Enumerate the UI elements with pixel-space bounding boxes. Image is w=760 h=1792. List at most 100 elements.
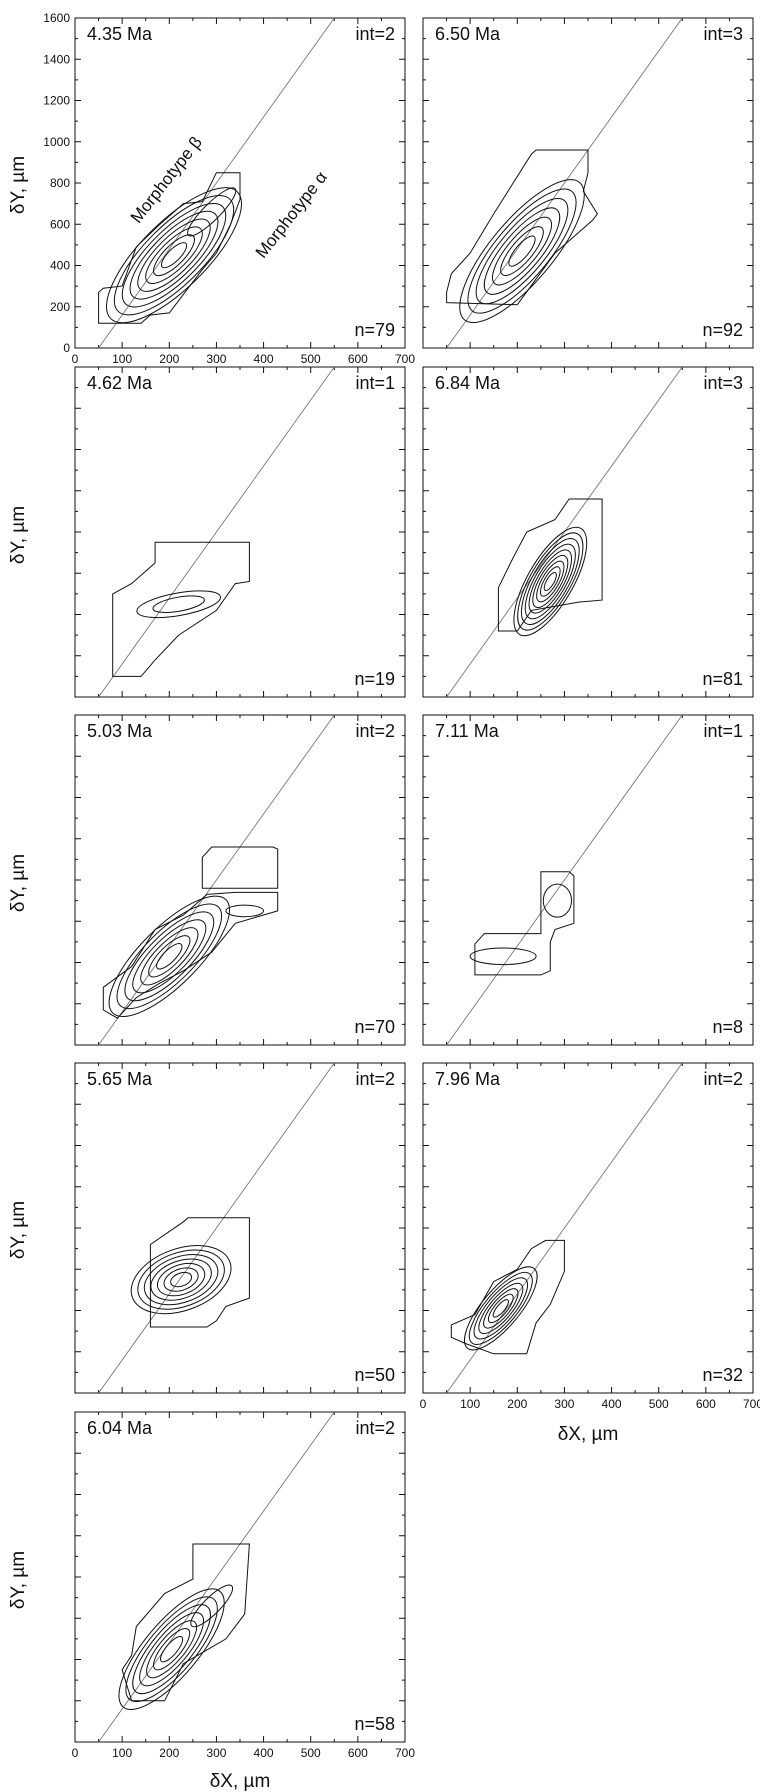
x-tick-label: 700 — [395, 1746, 415, 1760]
x-tick-label: 400 — [254, 352, 274, 366]
interval-label: int=2 — [355, 1418, 395, 1438]
density-contour — [500, 226, 544, 277]
outer-contour — [450, 1239, 565, 1355]
density-contour — [145, 226, 203, 284]
plot-frame — [422, 366, 754, 698]
density-contour — [148, 935, 191, 978]
panel-4-62-ma: 4.62 Ma int=1 n=19 — [74, 366, 406, 698]
outer-contour — [112, 541, 250, 677]
plot-body — [98, 1063, 335, 1393]
outer-contour — [474, 871, 575, 976]
outer-contour — [149, 1217, 250, 1328]
plot-body — [446, 715, 683, 1045]
reference-line — [98, 367, 335, 697]
density-contour — [483, 207, 561, 295]
density-contour — [140, 927, 199, 986]
density-contour — [160, 242, 188, 269]
x-tick-label: 100 — [112, 1746, 132, 1760]
density-contour — [137, 1249, 225, 1310]
sample-size-label: n=50 — [354, 1365, 395, 1385]
density-contour — [483, 1288, 519, 1329]
y-axis-title: δY, µm — [8, 854, 29, 912]
density-contour — [137, 218, 211, 292]
density-contour — [170, 1271, 193, 1288]
x-tick-label: 600 — [348, 1746, 368, 1760]
x-tick-label: 600 — [348, 352, 368, 366]
age-label: 7.11 Ma — [435, 721, 500, 741]
y-tick-label: 1400 — [43, 52, 70, 66]
plot-frame — [422, 17, 754, 349]
density-contour — [160, 1635, 184, 1663]
reference-line — [98, 715, 335, 1045]
interval-label: int=2 — [355, 24, 395, 44]
annotation-morphotype-beta: Morphotype β — [127, 133, 206, 227]
x-tick-label: 500 — [301, 1746, 321, 1760]
density-contour — [528, 549, 572, 614]
density-contour — [156, 1262, 206, 1297]
panel-6-84-ma: 6.84 Ma int=3 n=81 — [422, 366, 754, 698]
y-tick-label: 1000 — [43, 135, 70, 149]
y-tick-label: 800 — [50, 176, 70, 190]
density-contour — [118, 1588, 225, 1710]
density-contour — [478, 1282, 524, 1335]
reference-line — [98, 1063, 335, 1393]
density-contour — [467, 188, 577, 314]
density-contour — [113, 195, 235, 316]
x-tick-label: 400 — [602, 1397, 622, 1411]
x-tick-label: 700 — [395, 352, 415, 366]
density-contour — [464, 1266, 538, 1351]
x-tick-label: 500 — [301, 352, 321, 366]
density-contour — [124, 911, 215, 1002]
y-axis-title: δY, µm — [8, 156, 29, 214]
density-contour — [130, 1245, 232, 1315]
reference-line — [446, 715, 683, 1045]
sample-size-label: n=81 — [702, 669, 743, 689]
panel-4-35-ma: 0 200 400 600 800 1000 1200 1400 1600 0 100 200 300 4… — [43, 11, 415, 366]
density-contour — [468, 1271, 533, 1345]
x-axis-title: δX, µm — [558, 1424, 619, 1445]
age-label: 7.96 Ma — [435, 1069, 501, 1089]
outer-contour — [102, 891, 279, 1019]
density-contour — [492, 216, 552, 286]
outer-contour — [446, 149, 599, 306]
density-contour — [542, 883, 572, 918]
panel-5-03-ma: 5.03 Ma int=2 n=70 — [74, 714, 406, 1046]
sample-size-label: n=8 — [712, 1017, 743, 1037]
reference-line — [446, 367, 683, 697]
density-contour — [125, 1596, 218, 1703]
x-axis-title: δX, µm — [210, 1771, 271, 1792]
density-contour — [532, 554, 569, 609]
x-tick-label: 200 — [507, 1397, 527, 1411]
panel-7-11-ma: 7.11 Ma int=1 n=8 — [422, 714, 754, 1046]
x-tick-label: 0 — [420, 1397, 427, 1411]
y-tick-label: 200 — [50, 300, 70, 314]
sample-size-label: n=70 — [354, 1017, 395, 1037]
outer-contour — [121, 1543, 250, 1702]
y-tick-label: 0 — [63, 341, 70, 355]
sample-size-label: n=79 — [354, 320, 395, 340]
sample-size-label: n=58 — [354, 1714, 395, 1734]
x-tick-label: 100 — [112, 352, 132, 366]
age-label: 5.03 Ma — [87, 721, 153, 741]
density-contour — [187, 187, 237, 237]
plot-frame — [74, 714, 406, 1046]
age-label: 6.50 Ma — [435, 24, 501, 44]
density-contour — [543, 571, 557, 592]
density-contour — [108, 895, 231, 1018]
density-contour — [469, 947, 537, 966]
density-contour — [136, 590, 222, 619]
plot-body — [446, 367, 683, 697]
age-label: 4.35 Ma — [87, 24, 153, 44]
interval-label: int=3 — [703, 373, 743, 393]
plot-body — [98, 18, 335, 348]
x-tick-label: 0 — [72, 1746, 79, 1760]
plot-frame — [74, 1062, 406, 1394]
x-tick-label: 500 — [649, 1397, 669, 1411]
x-tick-label: 0 — [72, 352, 79, 366]
density-contour — [520, 538, 580, 625]
density-contour — [517, 532, 584, 631]
plot-body — [98, 715, 335, 1045]
x-tick-label: 600 — [696, 1397, 716, 1411]
density-contour — [121, 202, 227, 308]
y-tick-label: 1200 — [43, 94, 70, 108]
